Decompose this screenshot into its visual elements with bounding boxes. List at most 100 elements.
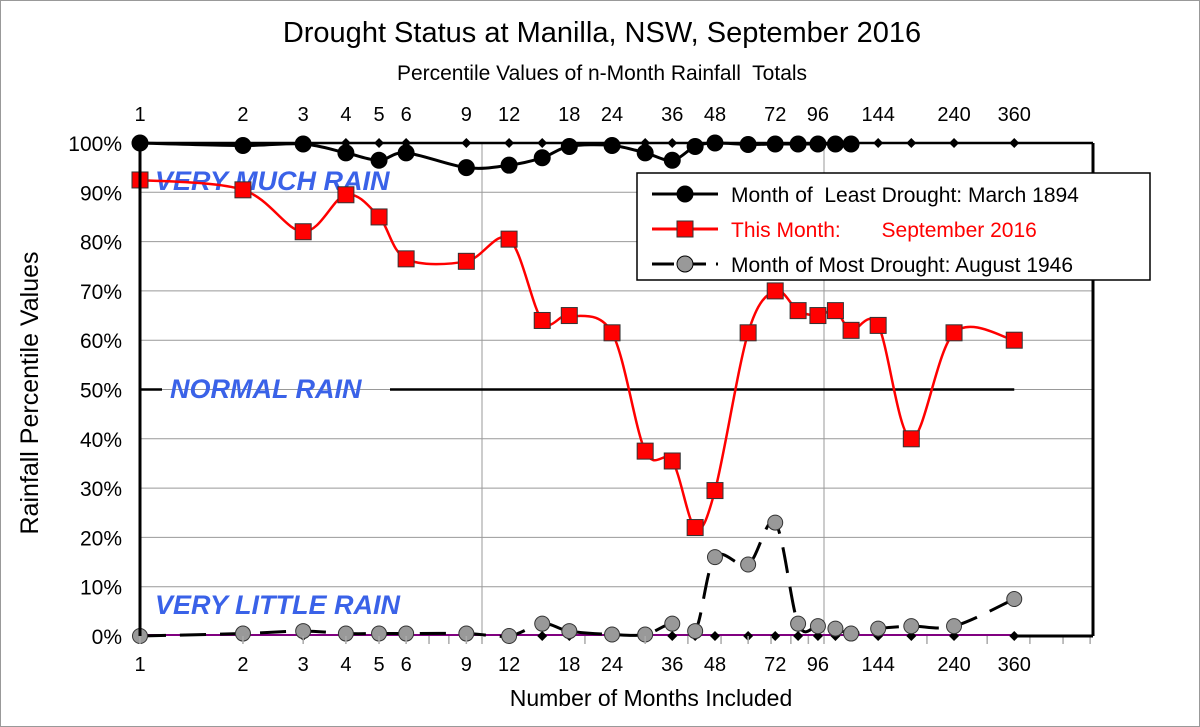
- legend-label: This Month: September 2016: [731, 219, 1037, 242]
- data-point-most-drought: [604, 626, 621, 643]
- x-tick-label-top: 6: [401, 104, 412, 126]
- data-point-least-drought: [337, 144, 355, 162]
- bound-diamond-marker: [770, 631, 781, 641]
- data-point-least-drought: [234, 136, 252, 154]
- x-tick-label-top: 144: [861, 104, 894, 126]
- data-point-this-month: [826, 302, 844, 320]
- data-point-most-drought: [534, 615, 551, 632]
- data-point-most-drought: [561, 623, 578, 640]
- data-point-most-drought: [767, 514, 784, 531]
- data-point-this-month: [560, 307, 578, 325]
- data-point-this-month: [337, 186, 355, 204]
- x-tick-label-top: 5: [373, 104, 384, 126]
- x-tick-label-bottom: 48: [704, 654, 726, 676]
- x-tick-label-top: 24: [601, 104, 623, 126]
- data-point-least-drought: [739, 135, 757, 153]
- data-point-this-month: [636, 442, 654, 460]
- y-tick-label: 100%: [68, 133, 122, 156]
- legend-marker-circle: [676, 185, 694, 203]
- legend-marker-circle: [676, 255, 694, 273]
- y-tick-label: 40%: [80, 429, 122, 452]
- x-tick-label-top: 4: [340, 104, 351, 126]
- x-tick-label-bottom: 24: [601, 654, 623, 676]
- data-point-this-month: [234, 181, 252, 199]
- x-tick-label-bottom: 2: [237, 654, 248, 676]
- x-tick-label-bottom: 72: [764, 654, 786, 676]
- x-tick-label-bottom: 3: [298, 654, 309, 676]
- y-tick-label: 50%: [80, 380, 122, 403]
- data-point-most-drought: [946, 618, 963, 635]
- y-tick-label: 30%: [80, 478, 122, 501]
- legend-label: Month of Least Drought: March 1894: [731, 184, 1079, 207]
- data-point-most-drought: [501, 628, 518, 644]
- data-point-least-drought: [636, 144, 654, 162]
- data-point-least-drought: [663, 151, 681, 169]
- data-point-most-drought: [664, 615, 681, 632]
- bound-diamond-marker: [667, 631, 678, 641]
- x-tick-label-bottom: 18: [558, 654, 580, 676]
- chart-subtitle: Percentile Values of n-Month Rainfall To…: [397, 62, 807, 85]
- data-point-this-month: [945, 324, 963, 342]
- data-point-this-month: [294, 223, 312, 241]
- x-tick-label-bottom: 96: [807, 654, 829, 676]
- x-tick-label-bottom: 360: [998, 654, 1031, 676]
- data-point-this-month: [370, 208, 388, 226]
- data-point-this-month: [706, 482, 724, 500]
- data-point-least-drought: [560, 137, 578, 155]
- data-point-this-month: [766, 282, 784, 300]
- data-point-this-month: [603, 324, 621, 342]
- legend-label: Month of Most Drought: August 1946: [731, 254, 1073, 277]
- data-point-most-drought: [809, 618, 826, 635]
- x-tick-label-bottom: 240: [937, 654, 970, 676]
- data-point-most-drought: [903, 618, 920, 635]
- x-tick-label-bottom: 1: [134, 654, 145, 676]
- bound-diamond-marker: [709, 631, 720, 641]
- y-tick-label: 80%: [80, 232, 122, 255]
- data-point-this-month: [663, 452, 681, 470]
- data-point-this-month: [533, 311, 551, 329]
- data-point-most-drought: [740, 556, 757, 573]
- annotation-label: VERY LITTLE RAIN: [155, 590, 401, 620]
- data-point-least-drought: [370, 151, 388, 169]
- y-tick-label: 10%: [80, 577, 122, 600]
- x-tick-label-top: 18: [558, 104, 580, 126]
- annotation-label: VERY MUCH RAIN: [155, 166, 390, 196]
- x-tick-label-bottom: 9: [461, 654, 472, 676]
- y-tick-label: 70%: [80, 281, 122, 304]
- x-tick-label-bottom: 6: [401, 654, 412, 676]
- x-tick-label-top: 12: [498, 104, 520, 126]
- bound-diamond-marker: [537, 631, 548, 641]
- x-tick-label-top: 96: [807, 104, 829, 126]
- x-tick-label-bottom: 36: [661, 654, 683, 676]
- data-point-this-month: [1005, 331, 1023, 349]
- bound-diamond-marker: [793, 631, 804, 641]
- data-point-most-drought: [1006, 591, 1023, 608]
- x-axis-label: Number of Months Included: [510, 685, 793, 711]
- x-tick-label-top: 36: [661, 104, 683, 126]
- legend-box: [636, 172, 1151, 281]
- data-point-most-drought: [843, 625, 860, 642]
- data-point-most-drought: [827, 620, 844, 637]
- data-point-this-month: [902, 430, 920, 448]
- data-point-this-month: [739, 324, 757, 342]
- data-point-this-month: [869, 316, 887, 334]
- x-tick-label-bottom: 4: [340, 654, 351, 676]
- y-tick-label: 60%: [80, 330, 122, 353]
- data-point-this-month: [500, 230, 518, 248]
- data-point-most-drought: [790, 615, 807, 632]
- x-tick-label-top: 3: [298, 104, 309, 126]
- data-point-least-drought: [457, 159, 475, 177]
- data-point-this-month: [789, 302, 807, 320]
- x-tick-label-top: 72: [764, 104, 786, 126]
- x-tick-label-top: 240: [937, 104, 970, 126]
- data-point-least-drought: [686, 137, 704, 155]
- x-tick-label-bottom: 5: [373, 654, 384, 676]
- data-point-least-drought: [500, 156, 518, 174]
- legend-marker-square: [676, 220, 694, 238]
- y-axis-label: Rainfall Percentile Values: [16, 251, 44, 534]
- data-point-this-month: [457, 252, 475, 270]
- data-point-this-month: [686, 519, 704, 537]
- y-tick-label: 0%: [92, 626, 122, 649]
- annotation-label: NORMAL RAIN: [170, 374, 362, 404]
